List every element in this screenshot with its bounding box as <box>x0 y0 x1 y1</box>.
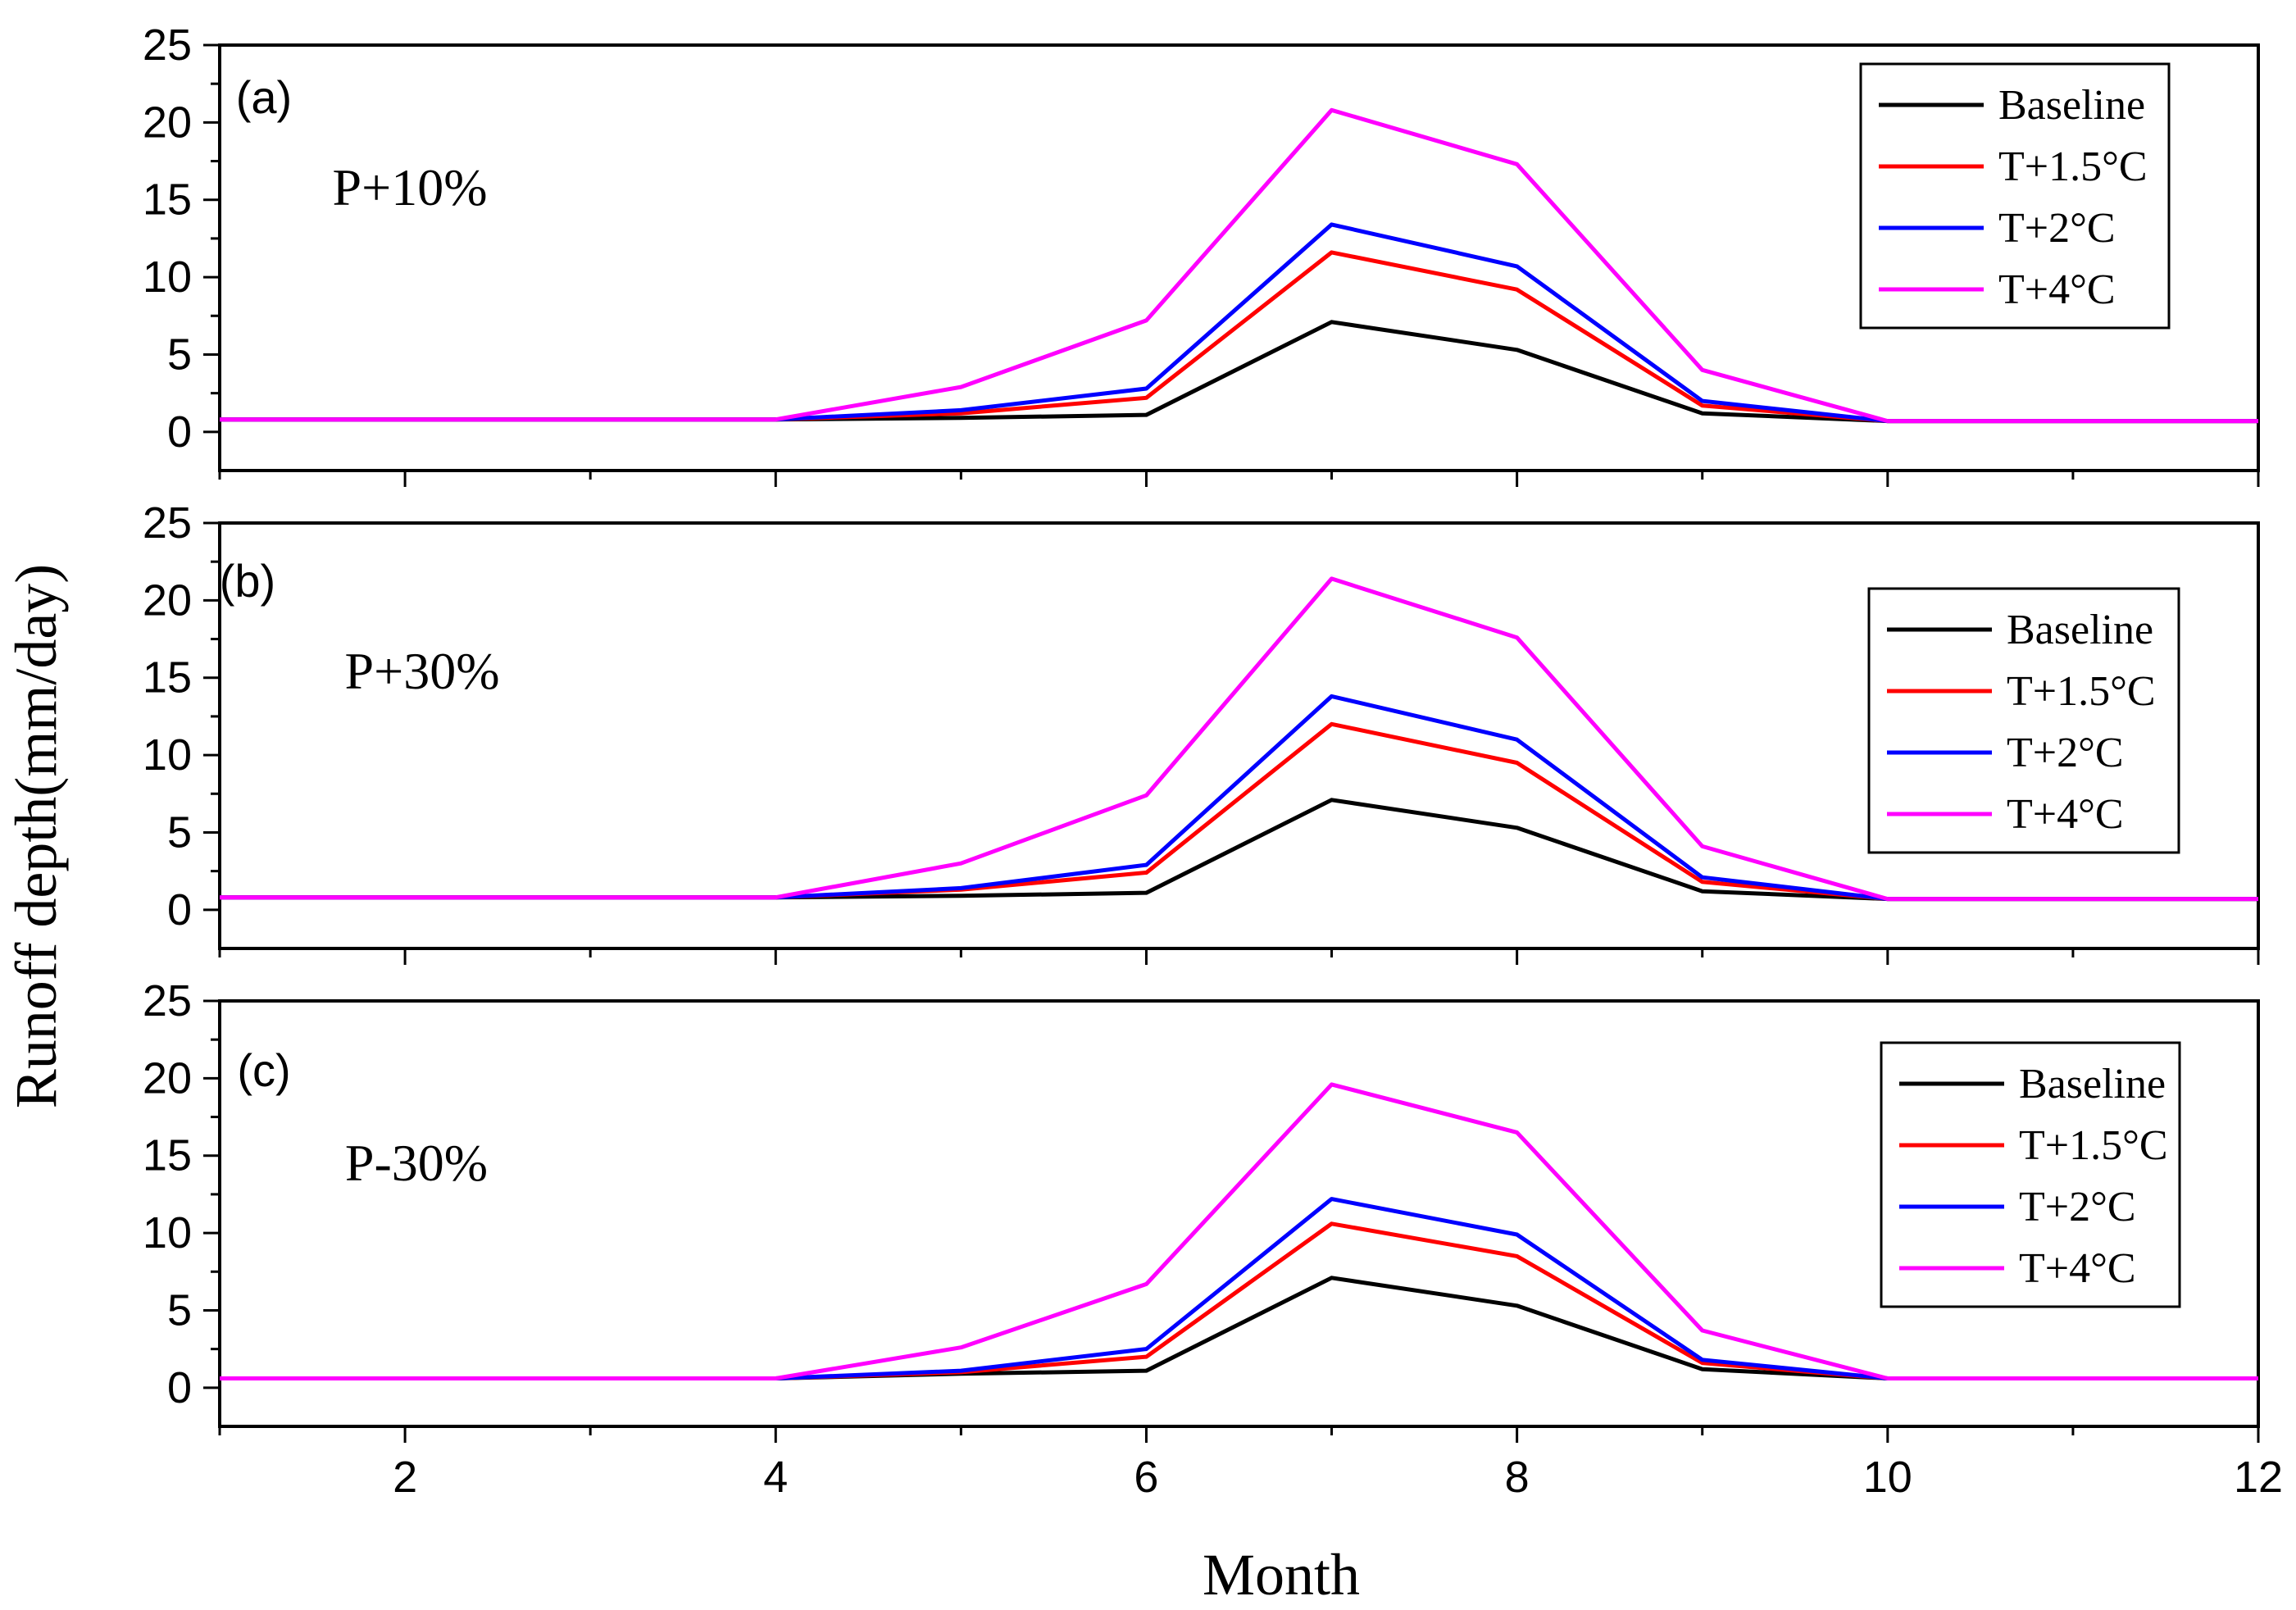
legend-label-baseline: Baseline <box>2019 1061 2166 1107</box>
legend-box <box>1880 1041 2181 1308</box>
series-line-baseline <box>220 320 2258 424</box>
x-axis-title: Month <box>1203 1542 1360 1608</box>
y-tick-label: 25 <box>143 20 192 70</box>
legend: Baseline T+1.5°C T+2°C T+4°C <box>1859 62 2171 330</box>
series-line-t-4-c <box>220 107 2258 424</box>
y-tick-label: 15 <box>143 1131 192 1180</box>
y-tick-label: 20 <box>143 575 192 625</box>
y-tick-label: 10 <box>143 1208 192 1258</box>
legend-label-t-1-5-c: T+1.5°C <box>2007 668 2156 715</box>
scenario-label: P+30% <box>345 642 500 700</box>
scenario-label: P-30% <box>345 1134 488 1192</box>
legend-label-t-2-c: T+2°C <box>2019 1184 2136 1230</box>
panel-b: 0 5 10 15 20 25 (b) P+30% Baseline T+1.5°C T+2°C T+… <box>143 498 2260 965</box>
legend-label-baseline: Baseline <box>1998 82 2145 129</box>
legend: Baseline T+1.5°C T+2°C T+4°C <box>1880 1041 2181 1308</box>
series-line-t-4-c <box>220 1082 2258 1380</box>
x-tick-label: 4 <box>763 1453 788 1502</box>
y-tick-label: 5 <box>167 330 192 379</box>
legend-label-baseline: Baseline <box>2007 607 2153 653</box>
legend: Baseline T+1.5°C T+2°C T+4°C <box>1867 587 2180 854</box>
legend-label-t-4-c: T+4°C <box>2019 1245 2136 1292</box>
plot-frame <box>218 999 2260 1428</box>
legend-box <box>1859 62 2171 330</box>
y-tick-label: 10 <box>143 252 192 302</box>
y-tick-label: 0 <box>167 885 192 935</box>
legend-box <box>1867 587 2180 854</box>
x-tick-label: 8 <box>1505 1453 1530 1502</box>
x-tick-label: 10 <box>1863 1453 1912 1502</box>
panel-a: 0 5 10 15 20 25 (a) P+10% Baseline T+1.5°C T+2°C T+… <box>143 20 2260 487</box>
legend-label-t-2-c: T+2°C <box>2007 730 2124 776</box>
y-tick-label: 10 <box>143 730 192 780</box>
y-tick-label: 20 <box>143 1053 192 1103</box>
x-tick-label: 2 <box>393 1453 417 1502</box>
panel-label: (b) <box>220 555 275 607</box>
y-tick-label: 5 <box>167 1285 192 1335</box>
y-axis-title: Runoff depth(mm/day) <box>3 564 69 1109</box>
legend-label-t-4-c: T+4°C <box>1998 266 2116 313</box>
scenario-label: P+10% <box>333 158 488 216</box>
panel-label: (a) <box>236 71 292 123</box>
y-tick-label: 25 <box>143 976 192 1026</box>
panel-c: 0 5 10 15 20 25 2 4 6 8 10 12 (c) P-30% Baseline T+1.5°… <box>143 976 2283 1502</box>
legend-label-t-1-5-c: T+1.5°C <box>1998 143 2148 190</box>
plot-frame <box>218 43 2260 472</box>
x-tick-label: 6 <box>1134 1453 1158 1502</box>
y-tick-label: 0 <box>167 407 192 457</box>
legend-label-t-4-c: T+4°C <box>2007 791 2124 838</box>
y-tick-label: 15 <box>143 653 192 703</box>
legend-label-t-1-5-c: T+1.5°C <box>2019 1122 2168 1169</box>
y-tick-label: 20 <box>143 98 192 147</box>
legend-label-t-2-c: T+2°C <box>1998 205 2116 252</box>
plot-frame <box>218 521 2260 950</box>
panels-layer: 0510152025(a)P+10%BaselineT+1.5°CT+2°CT+… <box>143 20 2283 1502</box>
series-line-t-4-c <box>220 576 2258 902</box>
y-tick-label: 25 <box>143 498 192 548</box>
panel-label: (c) <box>237 1044 290 1096</box>
x-tick-label: 12 <box>2234 1453 2283 1502</box>
y-tick-label: 15 <box>143 175 192 225</box>
y-tick-label: 5 <box>167 807 192 857</box>
y-tick-label: 0 <box>167 1363 192 1412</box>
